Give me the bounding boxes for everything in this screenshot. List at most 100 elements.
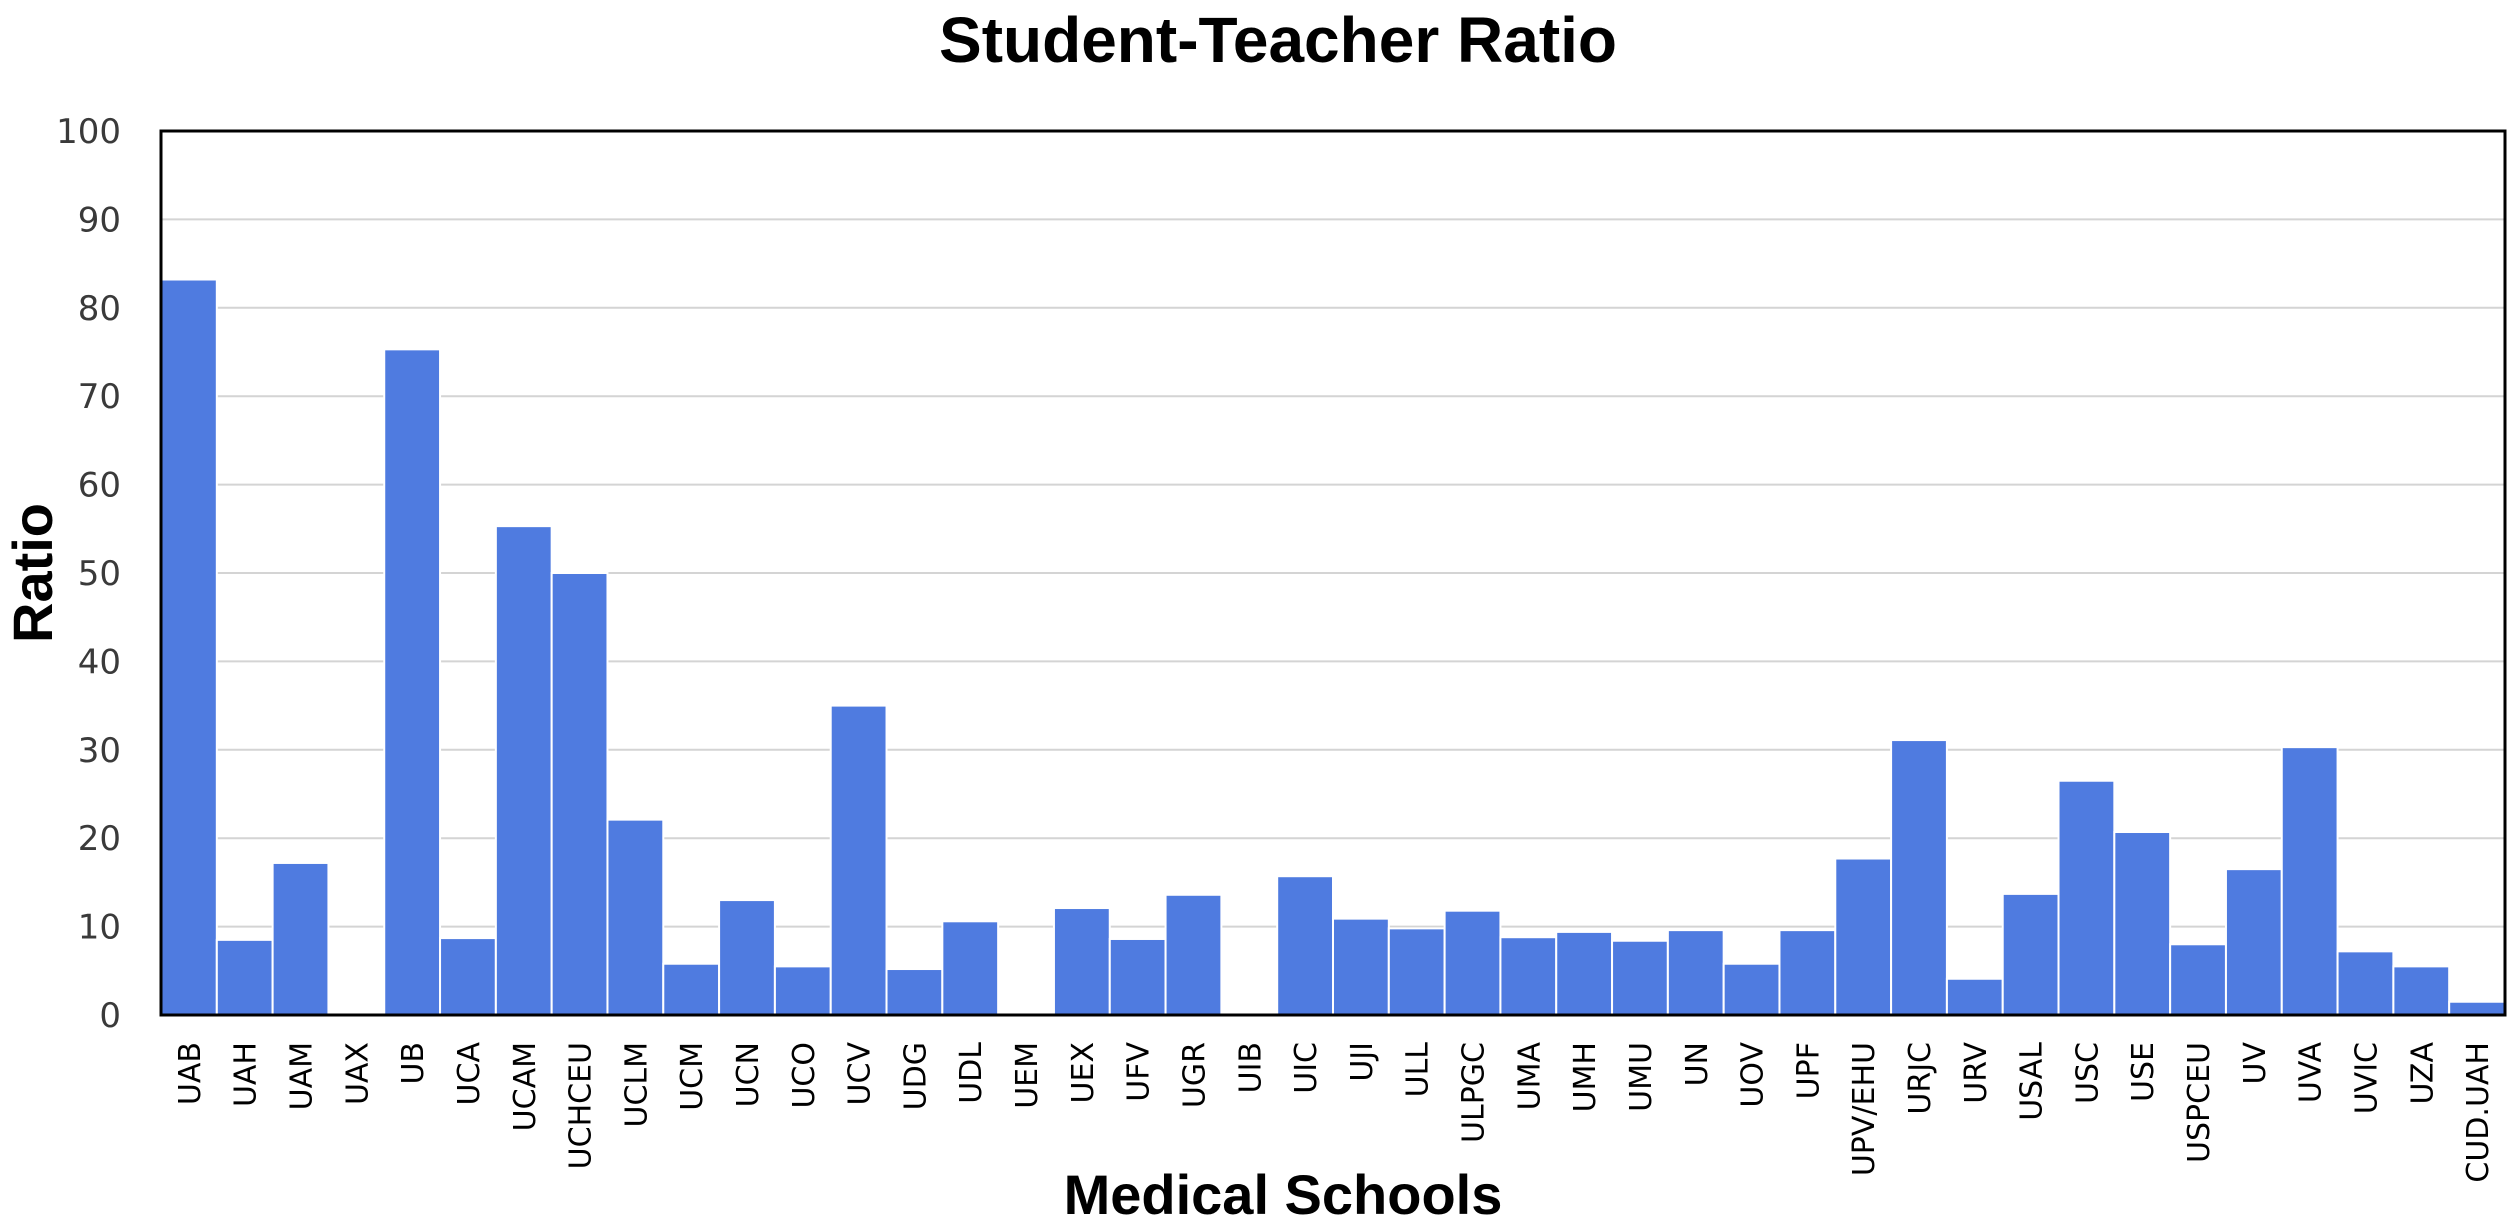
x-tick-label: UMA	[1512, 1042, 1547, 1111]
bar-cud-uah	[2448, 1000, 2506, 1016]
bar-ucn	[718, 899, 776, 1017]
bar-uchceu	[550, 572, 609, 1016]
x-tick-label: UDL	[954, 1042, 989, 1104]
x-tick-label: UGR	[1177, 1042, 1212, 1108]
x-tick-label: UOV	[1736, 1042, 1771, 1108]
bar-ulpgc	[1443, 909, 1502, 1016]
x-tick-label: UAB	[173, 1042, 208, 1105]
bars	[160, 278, 2506, 1017]
x-tick-label: URJC	[1903, 1042, 1938, 1115]
x-tick-label: UEX	[1066, 1042, 1101, 1103]
x-tick-label: UAX	[340, 1042, 375, 1105]
x-tick-label: USPCEU	[2182, 1042, 2217, 1163]
y-tick-label: 90	[78, 200, 121, 240]
bar-uvic	[2336, 950, 2395, 1016]
bar-uab	[160, 278, 218, 1016]
bar-uam	[271, 861, 330, 1017]
bar-umh	[1555, 930, 1614, 1016]
bar-ull	[1387, 927, 1446, 1016]
x-tick-label: UCA	[452, 1042, 487, 1106]
x-tick-label: UCO	[787, 1042, 822, 1109]
y-tick-labels: 0 10 20 30 40 50 60 70 80 90 100	[56, 112, 121, 1036]
x-tick-label: UCN	[731, 1042, 766, 1107]
x-tick-label: USC	[2070, 1042, 2105, 1104]
x-tick-label: UPF	[1791, 1042, 1826, 1099]
y-tick-label: 20	[78, 819, 121, 859]
y-tick-label: 100	[56, 112, 121, 152]
x-tick-label: UCAM	[508, 1042, 543, 1131]
bar-uex	[1052, 907, 1111, 1017]
bar-urjc	[1890, 739, 1948, 1016]
x-tick-label: UCM	[675, 1042, 710, 1111]
plot-frame	[159, 129, 2507, 1017]
bar-uma	[1499, 936, 1558, 1017]
x-tick-labels: UAB UAH UAM UAX UB UCA UCAM UCHCEU UCLM UCM UCN UCO…	[173, 1042, 2496, 1183]
bar-umu	[1611, 939, 1669, 1017]
bar-upf	[1778, 929, 1837, 1016]
x-tick-label: UCHCEU	[564, 1042, 599, 1169]
bar-uza	[2392, 965, 2451, 1017]
bar-urv	[1945, 977, 2004, 1016]
x-tick-label: CUD.UAH	[2461, 1042, 2496, 1183]
x-tick-label: UJI	[1345, 1042, 1380, 1082]
bar-uclm	[606, 818, 665, 1016]
x-tick-label: ULL	[1401, 1042, 1436, 1098]
bar-uco	[773, 965, 832, 1017]
x-tick-label: URV	[1959, 1042, 1994, 1104]
x-tick-label: UN	[1680, 1042, 1715, 1086]
bar-uspceu	[2169, 943, 2227, 1017]
x-tick-label: UDG	[898, 1042, 933, 1110]
x-tick-label: UMU	[1624, 1042, 1659, 1112]
x-tick-label: UMH	[1568, 1042, 1603, 1112]
y-tick-label: 10	[78, 908, 121, 948]
bar-uva	[2280, 746, 2339, 1016]
x-axis-title: Medical Schools	[1064, 1163, 1503, 1224]
bar-ugr	[1164, 893, 1223, 1016]
bar-uv	[2224, 868, 2283, 1017]
bar-ub	[383, 348, 442, 1016]
x-tick-label: UZA	[2405, 1042, 2440, 1105]
x-tick-label: UAH	[229, 1042, 264, 1107]
bar-usc	[2057, 779, 2116, 1016]
y-axis-title: Ratio	[1, 503, 64, 643]
bar-ucam	[494, 525, 553, 1016]
bar-ucm	[662, 962, 721, 1017]
y-tick-label: 50	[78, 554, 121, 594]
y-tick-label: 60	[78, 466, 121, 506]
y-tick-label: 30	[78, 731, 121, 771]
y-tick-label: 80	[78, 289, 121, 329]
y-tick-label: 40	[78, 642, 121, 682]
bar-use	[2113, 831, 2172, 1017]
x-tick-label: UCV	[843, 1042, 878, 1106]
x-tick-label: UIC	[1289, 1042, 1324, 1094]
bar-udl	[941, 920, 1000, 1017]
x-tick-label: UVA	[2294, 1042, 2329, 1104]
x-tick-label: UVIC	[2349, 1042, 2384, 1114]
x-tick-label: UB	[396, 1042, 431, 1085]
bar-ucv	[829, 704, 888, 1016]
chart-title: Student-Teacher Ratio	[939, 4, 1617, 76]
bar-uca	[439, 937, 497, 1016]
x-tick-label: USAL	[2015, 1042, 2050, 1121]
x-tick-label: UFV	[1122, 1042, 1157, 1102]
bar-uov	[1722, 962, 1781, 1017]
bar-uah	[215, 938, 274, 1016]
bar-un	[1666, 929, 1725, 1016]
bar-ufv	[1108, 937, 1167, 1017]
bar-uic	[1276, 875, 1334, 1016]
bar-udg	[885, 968, 944, 1016]
x-tick-label: UCLM	[619, 1042, 654, 1128]
y-tick-label: 0	[99, 996, 121, 1036]
bar-uji	[1332, 917, 1390, 1016]
x-tick-label: UAM	[285, 1042, 320, 1110]
x-tick-label: UEM	[1010, 1042, 1045, 1109]
y-tick-label: 70	[78, 377, 121, 417]
x-tick-label: UIB	[1233, 1042, 1268, 1093]
bar-usal	[2001, 892, 2060, 1017]
x-tick-label: UPV/EHU	[1847, 1042, 1882, 1176]
x-tick-label: USE	[2126, 1042, 2161, 1102]
x-tick-label: UV	[2238, 1042, 2273, 1085]
x-tick-label: ULPGC	[1457, 1042, 1492, 1143]
bar-upv-ehu	[1834, 857, 1893, 1016]
